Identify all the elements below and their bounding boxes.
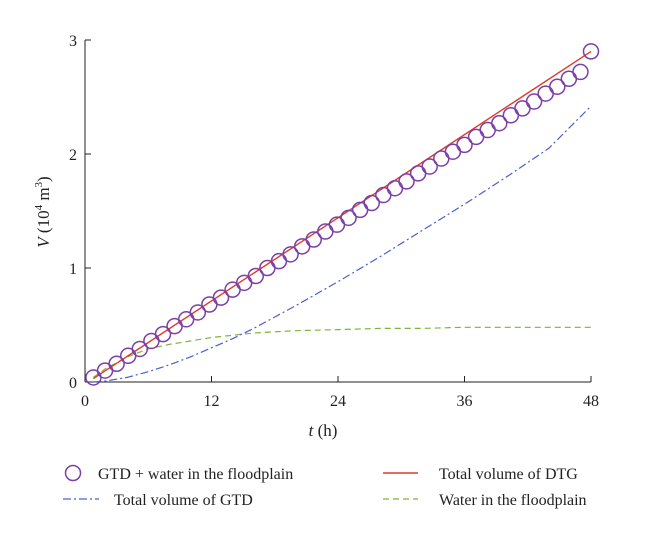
y-tick-label: 0 (69, 375, 77, 392)
data-point (108, 355, 125, 373)
data-point (549, 78, 566, 95)
legend: GTD + water in the floodplain Total volu… (63, 464, 587, 509)
data-point (212, 289, 230, 306)
data-point (131, 340, 149, 358)
y-axis-var: V (34, 235, 53, 248)
data-point (444, 143, 462, 160)
data-point (351, 201, 369, 219)
x-tick-label: 0 (81, 393, 89, 410)
data-point (386, 179, 404, 197)
data-point (582, 43, 600, 60)
data-point (166, 317, 183, 335)
data-point (328, 216, 346, 233)
data-point (177, 311, 195, 328)
legend-marker-circle (64, 464, 82, 482)
data-point (409, 165, 427, 182)
data-point (560, 70, 578, 88)
data-point (514, 100, 531, 117)
y-axis-unit-mid: m (34, 187, 53, 204)
series-line-dashed (93, 326, 591, 378)
data-point (375, 186, 392, 204)
x-tick-label: 24 (330, 393, 346, 410)
legend-label-floodplain: Water in the floodplain (439, 492, 587, 509)
x-tick-label: 48 (583, 393, 599, 410)
legend-item-floodplain: Water in the floodplain (383, 492, 587, 509)
data-point (479, 121, 496, 139)
legend-label-dtg: Total volume of DTG (439, 466, 578, 483)
data-point (502, 106, 520, 124)
y-tick-label: 2 (69, 147, 77, 164)
legend-item-gtd-water: GTD + water in the floodplain (64, 464, 293, 483)
data-point (282, 246, 299, 263)
x-axis-var: t (309, 421, 315, 440)
data-point (572, 63, 589, 81)
legend-item-dtg: Total volume of DTG (383, 466, 578, 483)
y-tick-label: 3 (69, 33, 77, 50)
data-point (363, 194, 380, 212)
series-line-dashdot (93, 105, 592, 383)
data-point (456, 136, 473, 154)
data-point (421, 158, 438, 175)
x-axis-unit: (h) (313, 421, 337, 440)
y-axis-exp2: 3 (33, 181, 45, 187)
data-point (537, 85, 554, 102)
legend-label-gtd: Total volume of GTD (114, 492, 253, 509)
data-point (224, 281, 241, 298)
data-point (340, 209, 357, 227)
data-point (491, 114, 508, 132)
data-point (189, 304, 207, 321)
legend-label-gtd-water: GTD + water in the floodplain (98, 466, 293, 483)
data-point (525, 93, 543, 110)
data-point (433, 150, 450, 167)
data-point (154, 325, 172, 343)
series-layer (85, 43, 600, 386)
y-tick-label: 1 (69, 261, 77, 278)
x-axis-title: t (h) (309, 421, 338, 440)
x-tick-label: 36 (457, 393, 473, 410)
data-point (398, 173, 415, 190)
x-tick-label: 12 (204, 393, 220, 410)
data-point (201, 296, 218, 313)
legend-item-gtd: Total volume of GTD (63, 492, 253, 509)
y-axis-exp1: 4 (33, 204, 45, 210)
data-point (467, 128, 485, 146)
y-axis-unit-prefix: (10 (34, 210, 53, 237)
data-point (247, 267, 265, 285)
y-axis-title: V (104 m3) (33, 176, 53, 247)
data-point (305, 231, 323, 248)
y-axis-unit-suffix: ) (34, 176, 53, 182)
